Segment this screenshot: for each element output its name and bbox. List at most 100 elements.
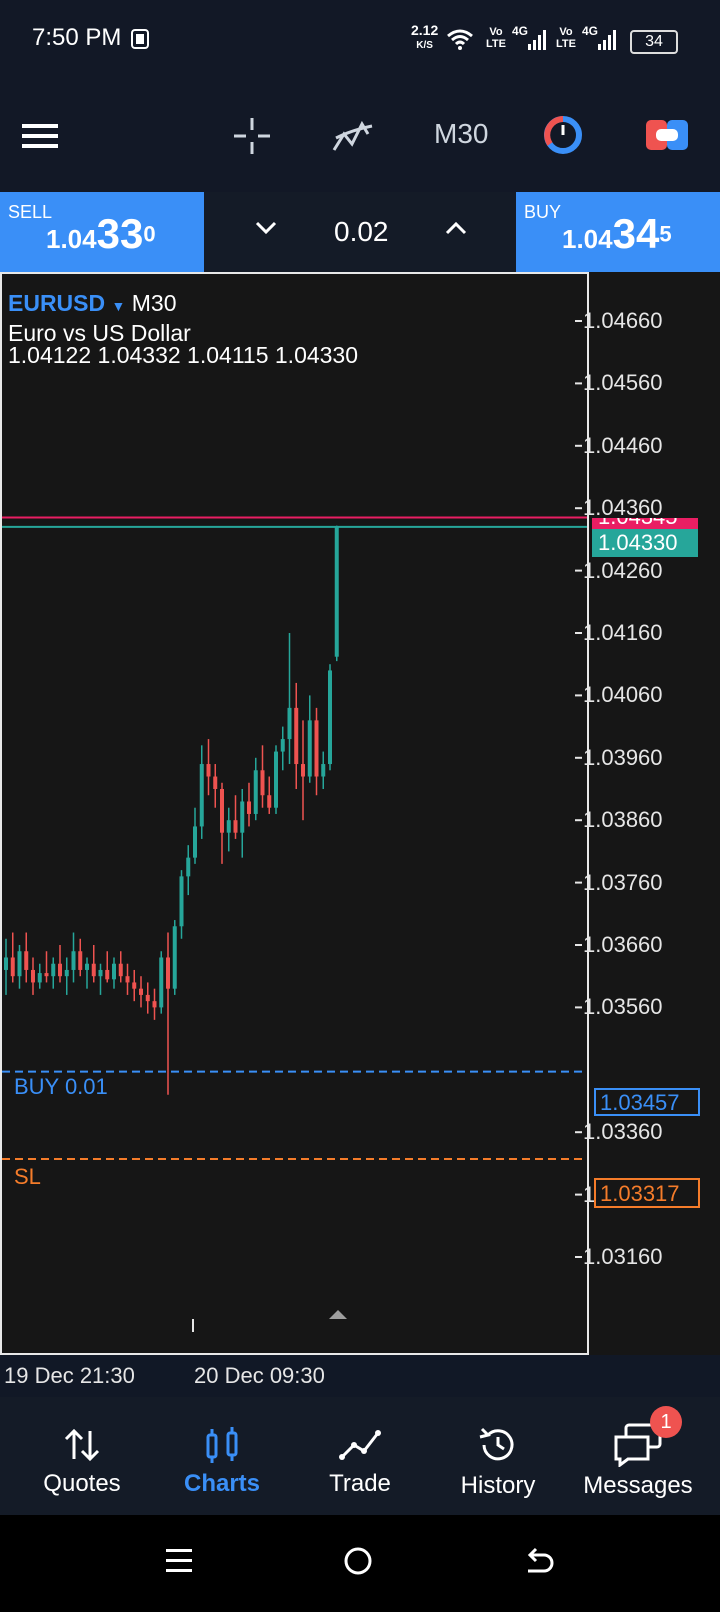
one-click-trading-icon[interactable]	[542, 114, 584, 156]
candle-body	[206, 764, 211, 777]
battery-icon: 34	[630, 30, 678, 54]
candle-body	[267, 795, 272, 808]
price-axis	[589, 272, 720, 1355]
candle-body	[307, 720, 312, 777]
trade-toggle-icon[interactable]	[646, 118, 688, 152]
history-icon	[479, 1427, 514, 1461]
candle-body	[314, 720, 319, 777]
candle-body	[24, 951, 29, 970]
nav-charts[interactable]: Charts	[152, 1397, 292, 1515]
axis-label: 1.04560	[583, 370, 663, 396]
bottom-nav	[0, 1397, 720, 1515]
charts-icon	[206, 1427, 238, 1463]
axis-label: 1.04360	[583, 495, 663, 521]
nav-quotes-label: Quotes	[43, 1470, 121, 1497]
candle-body	[193, 826, 197, 858]
net-speed: 2.12 K/S	[411, 22, 439, 51]
candle-body	[91, 963, 96, 977]
candle-body	[112, 963, 116, 980]
ask-price-tag: 1.04345	[592, 518, 698, 532]
dropdown-arrow-icon[interactable]: ▼	[111, 298, 126, 314]
nav-history[interactable]: History	[428, 1397, 568, 1515]
recents-icon[interactable]	[164, 1545, 194, 1577]
axis-label: 1.04160	[583, 620, 663, 645]
candle-body	[226, 820, 231, 833]
indicators-icon[interactable]	[332, 116, 376, 156]
network-type-2: 4G	[582, 24, 599, 38]
chevron-down-icon[interactable]	[254, 220, 278, 236]
nav-trade-label: Trade	[329, 1470, 391, 1497]
candle-body	[172, 926, 177, 989]
axis-label: 1.03760	[583, 869, 663, 895]
volume-control: 0.02	[204, 192, 516, 272]
chart-symbol-header: EURUSD ▼ M30	[8, 290, 177, 317]
crosshair-icon[interactable]	[232, 116, 272, 156]
nav-history-label: History	[460, 1472, 536, 1499]
candle-body	[71, 951, 76, 970]
candle-body	[64, 969, 69, 977]
candle-body	[253, 770, 258, 814]
chart-timeframe-label: M30	[131, 290, 177, 316]
candle-body	[328, 670, 332, 765]
time-label-2: 20 Dec 09:30	[194, 1363, 325, 1388]
system-nav-bar	[0, 1515, 720, 1612]
network-type-1: 4G	[512, 24, 529, 38]
candle-body	[294, 707, 299, 765]
candle-body	[233, 820, 238, 833]
candle-body	[10, 957, 15, 977]
buy-label: BUY	[524, 202, 562, 222]
volume-value[interactable]: 0.02	[334, 216, 389, 247]
symbol-description: Euro vs US Dollar	[8, 320, 191, 346]
buy-price: 1.04345	[562, 210, 672, 257]
candle-body	[17, 951, 22, 977]
home-icon[interactable]	[342, 1545, 374, 1577]
axis-label: 1.03560	[583, 994, 663, 1020]
candle-body	[78, 951, 83, 970]
candle-body	[105, 969, 110, 980]
candle-body	[287, 707, 292, 740]
axis-label: 1.04260	[583, 557, 663, 583]
nav-quotes[interactable]: Quotes	[12, 1397, 152, 1515]
candle-body	[179, 876, 184, 927]
chevron-up-icon[interactable]	[444, 220, 468, 236]
axis-label: 1.04660	[583, 308, 663, 333]
chart-area[interactable]	[0, 272, 589, 1355]
candle-body	[125, 976, 130, 983]
candle-body	[51, 963, 56, 977]
nav-messages-label: Messages	[583, 1472, 693, 1499]
volte-2: Vo LTE	[556, 26, 576, 50]
candle-body	[44, 973, 49, 977]
time-axis: 19 Dec 21:30 20 Dec 09:30	[0, 1355, 720, 1397]
candle-body	[145, 994, 150, 1002]
candlestick-chart	[2, 320, 587, 1332]
sell-button[interactable]: SELL 1.04330	[0, 192, 204, 272]
candle-body	[260, 770, 265, 796]
candle-body	[37, 973, 42, 983]
time-label-1: 19 Dec 21:30	[4, 1363, 135, 1388]
status-bar: 7:50 PM 2.12 K/S Vo LTE 4G Vo LTE 4G 34	[0, 0, 720, 80]
symbol-selector[interactable]: EURUSD	[8, 290, 106, 316]
ohlc-values: 1.04122 1.04332 1.04115 1.04330	[8, 342, 359, 368]
buy-button[interactable]: BUY 1.04345	[516, 192, 720, 272]
sell-label: SELL	[8, 202, 53, 222]
candle-body	[280, 739, 285, 752]
order-line-label[interactable]: BUY 0.01	[14, 1074, 108, 1099]
back-icon[interactable]	[524, 1545, 556, 1577]
timeframe-selector[interactable]: M30	[434, 118, 489, 149]
axis-label: 1.03960	[583, 744, 663, 770]
sl-price-tag: 1.03317	[594, 1178, 700, 1208]
sim-icon	[131, 29, 149, 49]
candle-body	[240, 801, 245, 833]
nav-trade[interactable]: Trade	[290, 1397, 430, 1515]
candle-body	[118, 963, 123, 977]
sl-line-label[interactable]: SL	[14, 1164, 41, 1189]
candle-body	[98, 969, 103, 977]
candle-body	[58, 963, 62, 977]
axis-label: 1.03660	[583, 932, 663, 957]
sell-price: 1.04330	[46, 210, 156, 257]
candle-body	[85, 963, 89, 970]
candle-body	[4, 957, 8, 970]
menu-icon[interactable]	[22, 122, 58, 150]
nav-messages[interactable]: Messages	[568, 1397, 708, 1515]
candle-body	[247, 801, 251, 814]
